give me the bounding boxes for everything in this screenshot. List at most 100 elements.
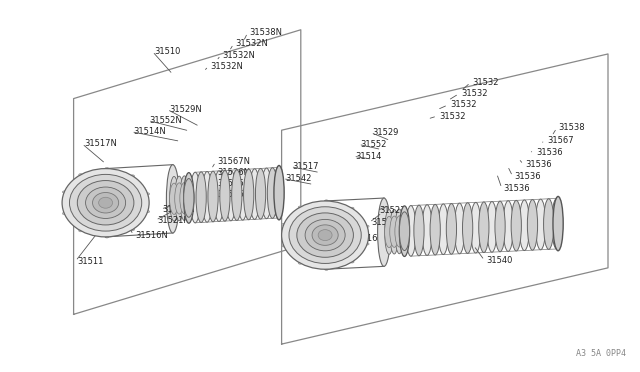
- Ellipse shape: [274, 166, 284, 220]
- Ellipse shape: [190, 172, 200, 223]
- Ellipse shape: [365, 243, 369, 245]
- Ellipse shape: [312, 225, 338, 246]
- Ellipse shape: [438, 204, 449, 254]
- Ellipse shape: [463, 203, 473, 253]
- Text: 31532N: 31532N: [223, 51, 255, 60]
- Ellipse shape: [430, 204, 440, 255]
- Ellipse shape: [184, 173, 194, 223]
- Ellipse shape: [543, 199, 554, 249]
- Text: 31529N: 31529N: [169, 105, 202, 114]
- Ellipse shape: [289, 207, 361, 263]
- Ellipse shape: [282, 201, 369, 269]
- Ellipse shape: [79, 230, 83, 232]
- Ellipse shape: [324, 200, 328, 202]
- Text: 31529: 31529: [372, 128, 399, 137]
- Ellipse shape: [70, 174, 141, 231]
- Text: 31516: 31516: [351, 234, 378, 243]
- Ellipse shape: [232, 170, 242, 220]
- Ellipse shape: [298, 262, 302, 264]
- Ellipse shape: [146, 211, 150, 213]
- Ellipse shape: [202, 171, 212, 222]
- Ellipse shape: [196, 172, 206, 222]
- Text: 31532: 31532: [461, 89, 487, 98]
- Ellipse shape: [244, 169, 254, 220]
- Ellipse shape: [399, 206, 410, 256]
- Ellipse shape: [180, 176, 189, 221]
- Ellipse shape: [400, 215, 409, 247]
- Text: 31517: 31517: [292, 162, 319, 171]
- Ellipse shape: [62, 169, 149, 237]
- Ellipse shape: [99, 197, 113, 208]
- Ellipse shape: [385, 217, 394, 248]
- Text: 31516N: 31516N: [135, 231, 168, 240]
- Text: 31567N: 31567N: [218, 157, 251, 166]
- Text: 31538: 31538: [559, 124, 586, 132]
- Text: 31514: 31514: [355, 152, 381, 161]
- Ellipse shape: [297, 213, 353, 257]
- Ellipse shape: [62, 212, 66, 215]
- Ellipse shape: [365, 225, 369, 227]
- Ellipse shape: [324, 268, 328, 270]
- Ellipse shape: [395, 209, 404, 254]
- Ellipse shape: [395, 216, 404, 247]
- Ellipse shape: [261, 168, 271, 219]
- Text: 31511: 31511: [77, 257, 104, 266]
- Text: 31540: 31540: [486, 256, 513, 265]
- Ellipse shape: [131, 175, 134, 177]
- Ellipse shape: [268, 168, 278, 218]
- Ellipse shape: [422, 205, 432, 255]
- Text: 31536: 31536: [525, 160, 552, 169]
- Ellipse shape: [503, 201, 513, 251]
- Ellipse shape: [446, 203, 456, 254]
- Ellipse shape: [390, 209, 399, 254]
- Ellipse shape: [208, 171, 218, 222]
- Text: 31542: 31542: [285, 174, 311, 183]
- Ellipse shape: [305, 219, 345, 251]
- Ellipse shape: [250, 169, 260, 219]
- Ellipse shape: [479, 202, 489, 253]
- Ellipse shape: [185, 176, 194, 220]
- Text: 31523N: 31523N: [163, 205, 195, 214]
- Ellipse shape: [470, 202, 481, 253]
- Ellipse shape: [175, 183, 184, 214]
- Text: 31532: 31532: [450, 100, 476, 109]
- Ellipse shape: [350, 261, 354, 263]
- Ellipse shape: [77, 180, 134, 225]
- Text: 31552N: 31552N: [150, 116, 182, 125]
- Ellipse shape: [180, 183, 189, 214]
- Ellipse shape: [454, 203, 465, 254]
- Ellipse shape: [536, 199, 546, 250]
- Text: 31538N: 31538N: [250, 28, 283, 37]
- Ellipse shape: [406, 206, 416, 256]
- Ellipse shape: [553, 196, 563, 251]
- Ellipse shape: [93, 192, 118, 213]
- Ellipse shape: [527, 199, 538, 250]
- Ellipse shape: [255, 169, 266, 219]
- Ellipse shape: [511, 201, 522, 251]
- Text: 31510: 31510: [154, 47, 180, 56]
- Ellipse shape: [282, 245, 285, 247]
- Ellipse shape: [170, 176, 179, 221]
- Ellipse shape: [170, 183, 179, 214]
- Ellipse shape: [273, 167, 284, 218]
- Ellipse shape: [399, 212, 410, 250]
- Ellipse shape: [519, 200, 529, 251]
- Ellipse shape: [105, 167, 109, 170]
- Text: 31532: 31532: [472, 78, 499, 87]
- Ellipse shape: [185, 182, 194, 214]
- Ellipse shape: [378, 198, 390, 266]
- Ellipse shape: [226, 170, 236, 221]
- Ellipse shape: [79, 174, 83, 176]
- Ellipse shape: [220, 170, 230, 221]
- Ellipse shape: [414, 205, 424, 256]
- Text: 31536: 31536: [504, 184, 531, 193]
- Ellipse shape: [184, 179, 194, 217]
- Text: 31532: 31532: [439, 112, 465, 121]
- Ellipse shape: [282, 223, 285, 225]
- Text: 31536N: 31536N: [218, 168, 251, 177]
- Ellipse shape: [131, 228, 134, 231]
- Ellipse shape: [62, 191, 66, 193]
- Text: 31517N: 31517N: [84, 139, 116, 148]
- Ellipse shape: [487, 202, 497, 252]
- Ellipse shape: [214, 171, 224, 221]
